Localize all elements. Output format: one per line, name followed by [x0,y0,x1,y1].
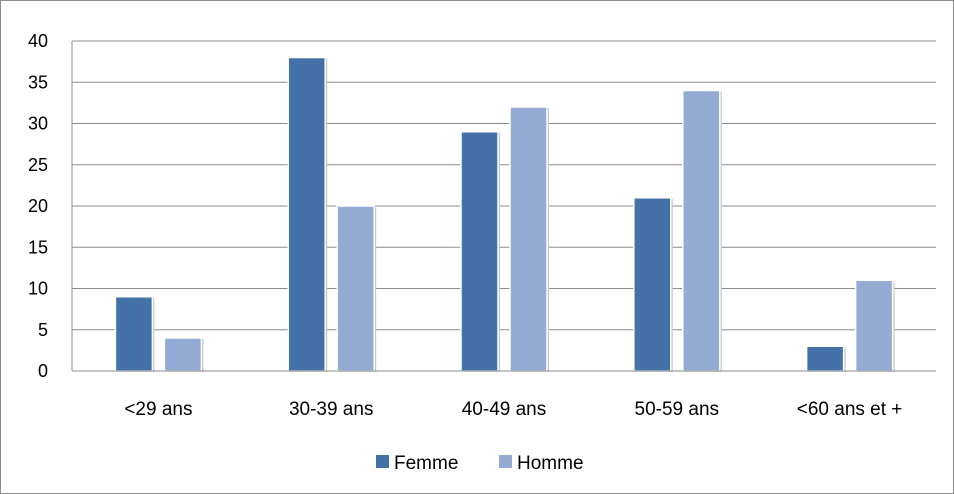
legend: Femme Homme [376,453,584,474]
gridlines [72,40,936,331]
x-category-label-29-ans: <29 ans [124,399,192,420]
bar-homme-29-ans [163,337,203,372]
legend-label-homme: Homme [517,453,584,474]
y-tick-label-5: 5 [38,320,48,340]
y-tick-label-25: 25 [28,155,48,175]
legend-label-femme: Femme [394,453,458,474]
y-tick-label-30: 30 [28,114,48,134]
bar-homme-40-49-ans [509,106,548,372]
bar-homme-50-59-ans [682,89,721,372]
x-axis-category-labels: <29 ans 30-39 ans 40-49 ans 50-59 ans <60 an… [124,399,902,420]
bar-homme-30-39-ans [336,205,375,372]
x-category-label-30-39-ans: 30-39 ans [289,399,374,420]
y-tick-label-0: 0 [38,361,48,381]
x-category-label-40-49-ans: 40-49 ans [462,399,547,420]
bar-femme-30-39-ans [287,56,326,372]
bar-femme-29-ans [114,296,154,372]
y-tick-label-15: 15 [28,237,48,257]
y-tick-label-10: 10 [28,279,48,299]
legend-swatch-homme [499,455,512,468]
bar-femme-40-49-ans [460,131,499,372]
x-axis [71,41,936,372]
y-tick-label-40: 40 [28,31,48,51]
bars [114,56,895,372]
x-category-label-60-ans-et: <60 ans et + [797,399,903,420]
y-axis-tick-labels: 0 5 10 15 20 25 30 35 40 [28,31,48,381]
bar-homme-60-ans-et [854,279,894,372]
legend-swatch-femme [376,455,389,468]
x-category-label-50-59-ans: 50-59 ans [635,399,720,420]
bar-femme-60-ans-et [805,345,845,372]
y-tick-label-35: 35 [28,72,48,92]
y-tick-label-20: 20 [28,196,48,216]
bar-femme-50-59-ans [633,197,672,372]
